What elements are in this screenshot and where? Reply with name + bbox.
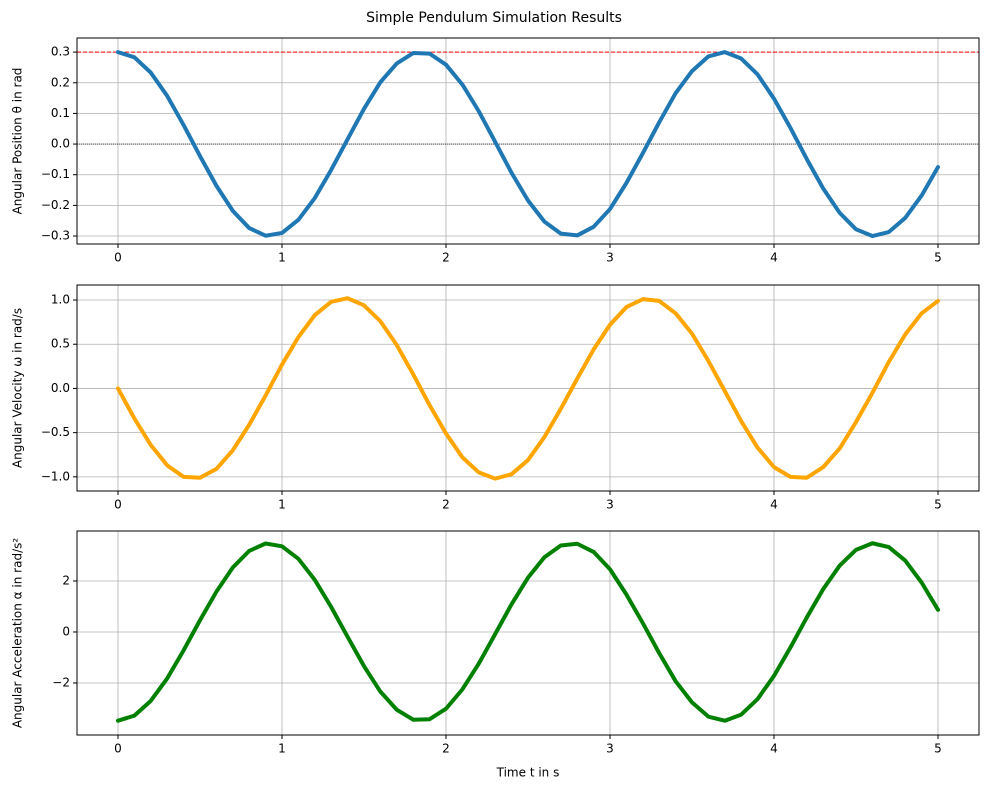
x-tick-label: 3 [606,742,614,756]
x-tick-label: 2 [442,498,450,512]
y-axis-label: Angular Acceleration α in rad/s² [11,538,25,729]
y-tick-label: 0.0 [51,137,70,151]
x-tick-label: 5 [934,498,942,512]
x-tick-label: 4 [770,742,778,756]
y-tick-label: −1.0 [41,469,70,483]
axes-frame [76,37,980,245]
x-tick-label: 3 [606,498,614,512]
y-tick-label: −0.5 [41,425,70,439]
y-tick-label: 1.0 [51,293,70,307]
y-tick-label: −0.3 [41,229,70,243]
x-tick-label: 2 [442,251,450,265]
x-tick-label: 1 [278,251,286,265]
x-tick-label: 0 [114,251,122,265]
axes-frame [76,530,980,736]
y-tick-label: 2 [62,573,70,587]
y-tick-label: −0.2 [41,198,70,212]
x-tick-label: 3 [606,251,614,265]
y-axis-label: Angular Position θ in rad [11,68,25,215]
x-axis-label: Time t in s [496,766,560,780]
y-tick-label: 0.1 [51,106,70,120]
y-axis-label: Angular Velocity ω in rad/s [11,308,25,468]
y-tick-label: −0.1 [41,167,70,181]
data-line [116,296,940,481]
y-tick-label: 0 [62,624,70,638]
x-tick-label: 5 [934,742,942,756]
x-tick-label: 4 [770,251,778,265]
x-tick-label: 2 [442,742,450,756]
y-tick-label: 0.5 [51,337,70,351]
y-tick-label: 0.2 [51,75,70,89]
data-line [116,541,940,723]
x-tick-label: 0 [114,498,122,512]
y-tick-label: 0.3 [51,45,70,59]
x-tick-label: 4 [770,498,778,512]
x-tick-label: 1 [278,742,286,756]
x-tick-label: 0 [114,742,122,756]
y-tick-label: −2 [52,675,70,689]
y-tick-label: 0.0 [51,381,70,395]
x-tick-label: 5 [934,251,942,265]
x-tick-label: 1 [278,498,286,512]
figure-title: Simple Pendulum Simulation Results [366,10,622,26]
data-line [116,50,940,239]
axes-frame [76,284,980,492]
